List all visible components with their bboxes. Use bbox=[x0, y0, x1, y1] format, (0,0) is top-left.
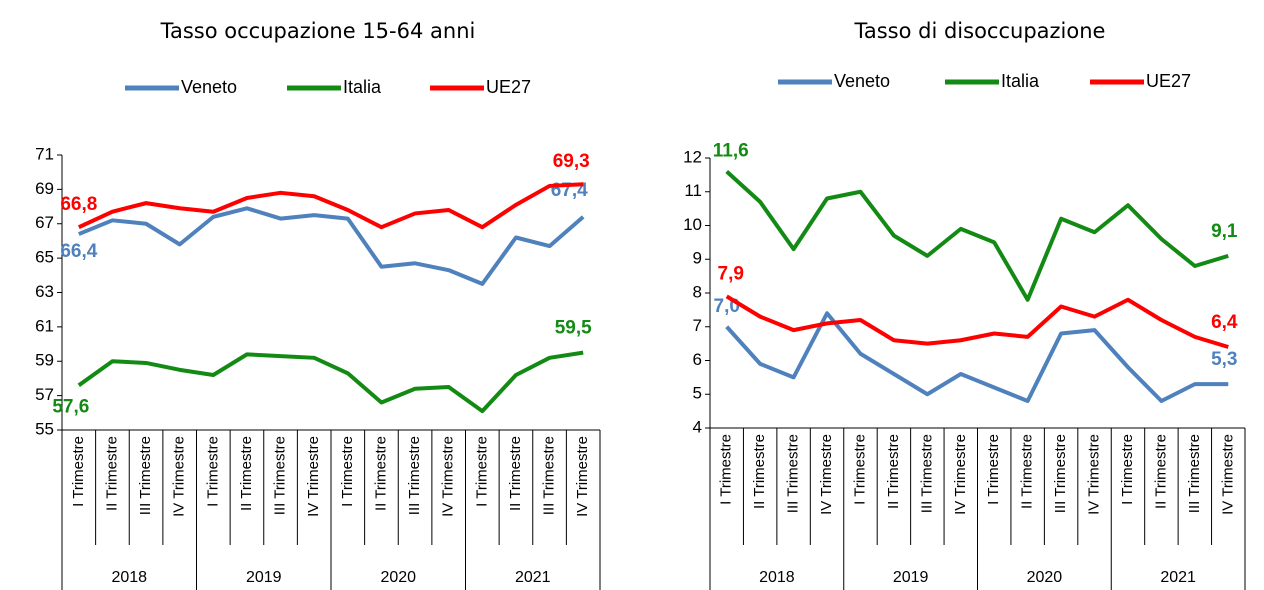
data-label: 7,9 bbox=[718, 263, 744, 284]
x-tick-label: II Trimestre bbox=[372, 436, 389, 511]
year-label: 2021 bbox=[515, 569, 551, 586]
x-tick-label: II Trimestre bbox=[103, 436, 120, 511]
y-tick-label: 57 bbox=[35, 385, 54, 404]
x-tick-label: IV Trimestre bbox=[1219, 434, 1236, 515]
legend-label: UE27 bbox=[1146, 71, 1191, 91]
x-tick-label: I Trimestre bbox=[718, 434, 735, 505]
x-tick-label: II Trimestre bbox=[1152, 434, 1169, 509]
y-tick-label: 55 bbox=[35, 419, 54, 438]
x-tick-label: III Trimestre bbox=[785, 434, 802, 513]
data-label: 69,3 bbox=[553, 151, 590, 172]
year-label: 2019 bbox=[893, 569, 929, 586]
x-tick-label: II Trimestre bbox=[751, 434, 768, 509]
y-tick-label: 71 bbox=[35, 144, 54, 163]
y-tick-label: 65 bbox=[35, 248, 54, 267]
x-tick-label: II Trimestre bbox=[238, 436, 255, 511]
data-label: 66,4 bbox=[60, 241, 97, 262]
x-tick-label: II Trimestre bbox=[1019, 434, 1036, 509]
legend-label: Veneto bbox=[834, 71, 890, 91]
y-tick-label: 12 bbox=[683, 147, 702, 166]
y-tick-label: 6 bbox=[693, 350, 702, 369]
x-tick-label: I Trimestre bbox=[851, 434, 868, 505]
data-label: 11,6 bbox=[713, 141, 749, 162]
y-tick-label: 69 bbox=[35, 179, 54, 198]
year-label: 2020 bbox=[380, 569, 416, 586]
data-label: 5,3 bbox=[1211, 349, 1237, 370]
x-tick-label: IV Trimestre bbox=[305, 436, 322, 517]
series-line bbox=[725, 311, 1229, 403]
x-tick-label: IV Trimestre bbox=[1086, 434, 1103, 515]
x-tick-label: II Trimestre bbox=[885, 434, 902, 509]
year-label: 2018 bbox=[759, 569, 795, 586]
x-tick-label: IV Trimestre bbox=[952, 434, 969, 515]
year-label: 2021 bbox=[1160, 569, 1196, 586]
y-tick-label: 9 bbox=[693, 249, 702, 268]
series-line bbox=[78, 206, 585, 286]
x-tick-label: III Trimestre bbox=[1186, 434, 1203, 513]
x-tick-label: IV Trimestre bbox=[818, 434, 835, 515]
data-label: 9,1 bbox=[1211, 221, 1238, 242]
y-tick-label: 63 bbox=[35, 282, 54, 301]
y-tick-label: 11 bbox=[684, 181, 702, 200]
x-tick-label: III Trimestre bbox=[406, 436, 423, 515]
legend-label: Veneto bbox=[181, 77, 237, 97]
year-label: 2019 bbox=[246, 569, 282, 586]
data-label: 59,5 bbox=[555, 318, 592, 339]
legend-label: Italia bbox=[1001, 71, 1040, 91]
chart-title: Tasso di disoccupazione bbox=[854, 19, 1106, 43]
chart-title: Tasso occupazione 15-64 anni bbox=[160, 19, 476, 43]
y-tick-label: 61 bbox=[35, 316, 54, 335]
data-label: 57,6 bbox=[52, 396, 89, 417]
legend-label: UE27 bbox=[486, 77, 531, 97]
x-tick-label: I Trimestre bbox=[1119, 434, 1136, 505]
y-tick-label: 59 bbox=[35, 351, 54, 370]
x-tick-label: IV Trimestre bbox=[171, 436, 188, 517]
x-tick-label: I Trimestre bbox=[204, 436, 221, 507]
y-tick-label: 5 bbox=[693, 384, 702, 403]
data-label: 66,8 bbox=[60, 194, 97, 215]
x-tick-label: IV Trimestre bbox=[574, 436, 591, 517]
year-label: 2020 bbox=[1027, 569, 1063, 586]
data-label: 7,0 bbox=[714, 296, 740, 317]
x-tick-label: I Trimestre bbox=[473, 436, 490, 507]
data-label: 6,4 bbox=[1211, 312, 1238, 333]
x-tick-label: II Trimestre bbox=[507, 436, 524, 511]
y-tick-label: 4 bbox=[693, 417, 702, 436]
x-tick-label: I Trimestre bbox=[339, 436, 356, 507]
x-tick-label: IV Trimestre bbox=[440, 436, 457, 517]
legend-label: Italia bbox=[343, 77, 382, 97]
x-tick-label: III Trimestre bbox=[1052, 434, 1069, 513]
year-label: 2018 bbox=[111, 569, 147, 586]
x-tick-label: III Trimestre bbox=[918, 434, 935, 513]
y-tick-label: 8 bbox=[693, 282, 702, 301]
x-tick-label: III Trimestre bbox=[137, 436, 154, 515]
y-tick-label: 7 bbox=[693, 316, 702, 335]
series-line bbox=[77, 350, 584, 414]
x-tick-label: I Trimestre bbox=[70, 436, 87, 507]
x-tick-label: I Trimestre bbox=[985, 434, 1002, 505]
y-tick-label: 67 bbox=[35, 213, 54, 232]
x-tick-label: III Trimestre bbox=[541, 436, 558, 515]
series-line bbox=[725, 294, 1229, 349]
series-line bbox=[725, 170, 1229, 302]
y-tick-label: 10 bbox=[683, 215, 702, 234]
x-tick-label: III Trimestre bbox=[272, 436, 289, 515]
series-line bbox=[77, 182, 584, 230]
